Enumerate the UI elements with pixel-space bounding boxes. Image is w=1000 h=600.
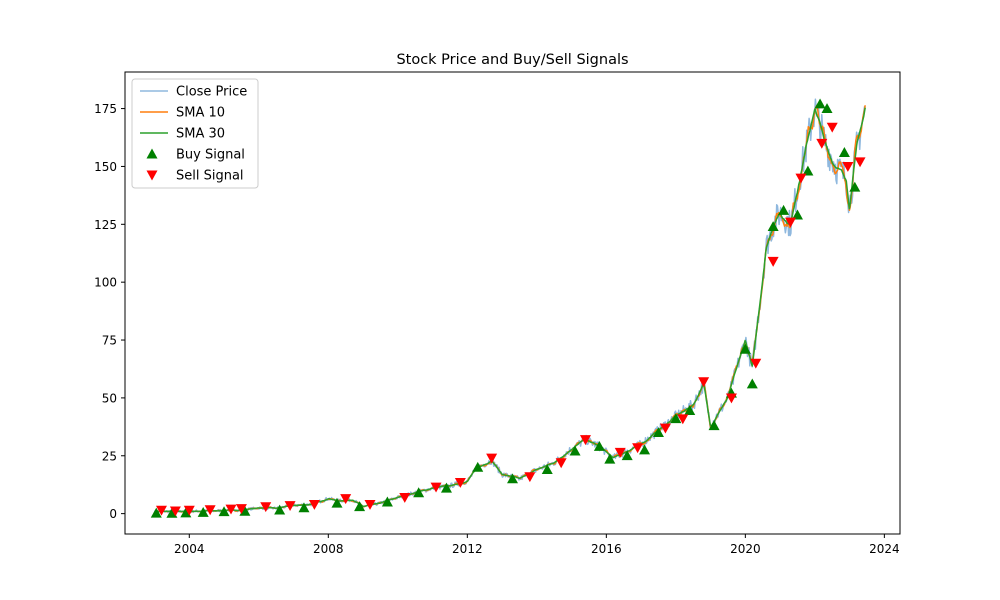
buy-signal-marker <box>274 504 286 515</box>
sell-signal-marker <box>235 504 247 515</box>
y-tick-label: 75 <box>102 334 117 348</box>
sell-signal-marker <box>725 393 737 404</box>
plot-frame <box>124 71 901 535</box>
buy-signal-marker <box>814 98 826 109</box>
buy-signal-marker <box>778 204 790 215</box>
x-tick-label: 2020 <box>730 542 761 556</box>
x-tick-label: 2008 <box>313 542 344 556</box>
legend-label: Sell Signal <box>176 169 244 184</box>
y-tick-label: 125 <box>94 218 117 232</box>
sell-signal-marker <box>795 173 807 184</box>
buy-signal-marker <box>684 405 696 416</box>
buy-signal-marker <box>746 378 758 389</box>
sell-signal-marker <box>842 162 854 172</box>
sell-signal-marker <box>632 443 644 454</box>
series-line-2 <box>154 107 866 513</box>
x-tick-label: 2024 <box>869 542 900 556</box>
sell-signal-marker <box>486 453 498 464</box>
buy-signal-marker <box>197 506 209 517</box>
buy-signal-marker <box>791 209 803 220</box>
buy-signal-marker <box>507 473 518 484</box>
sell-signal-marker <box>399 493 411 503</box>
sell-signal-marker <box>750 358 762 369</box>
sell-signal-marker <box>169 506 181 517</box>
y-tick-label: 0 <box>109 507 117 521</box>
sell-signal-marker <box>767 256 779 267</box>
sell-signal-marker <box>284 501 296 512</box>
buy-signal-marker <box>767 221 779 232</box>
buy-signal-marker <box>354 501 366 512</box>
legend-swatch <box>146 170 158 181</box>
buy-signal-marker <box>739 343 751 354</box>
sell-signal-marker <box>454 477 466 488</box>
y-tick-label: 25 <box>102 449 117 463</box>
buy-signal-marker <box>541 464 553 475</box>
x-tick-label: 2016 <box>591 542 622 556</box>
sell-signal-marker <box>430 482 442 493</box>
buy-signal-marker <box>821 103 833 113</box>
legend-box <box>131 78 259 189</box>
sell-signal-marker <box>225 504 237 515</box>
sell-signal-marker <box>579 435 591 446</box>
x-tick-label: 2012 <box>452 542 483 556</box>
sell-signal-marker <box>340 494 352 505</box>
x-tick-label: 2004 <box>174 542 205 556</box>
buy-signal-marker <box>331 497 343 508</box>
buy-signal-marker <box>569 445 581 456</box>
buy-signal-marker <box>670 413 682 424</box>
sell-signal-marker <box>260 502 272 513</box>
sell-signal-marker <box>555 458 567 469</box>
buy-signal-marker <box>298 502 310 513</box>
sell-signal-marker <box>677 414 689 425</box>
sell-signal-marker <box>183 505 195 516</box>
buy-signal-marker <box>639 444 651 455</box>
sell-signal-marker <box>308 499 320 510</box>
chart-title: Stock Price and Buy/Sell Signals <box>396 52 628 68</box>
buy-signal-marker <box>802 165 814 176</box>
axes: 2004 2008 2012 2016 2020 2024 0 25 50 75 100 125 150… <box>94 71 901 556</box>
buy-signal-marker <box>593 441 605 451</box>
sell-signal-marker <box>785 217 797 228</box>
sell-signal-marker <box>698 377 710 388</box>
y-tick-label: 150 <box>94 160 117 174</box>
legend-label: Buy Signal <box>176 148 245 163</box>
buy-signal-marker <box>166 507 178 518</box>
sell-signal-marker <box>364 499 376 510</box>
y-tick-label: 175 <box>94 102 117 116</box>
buy-signal-marker <box>239 505 251 516</box>
sell-signal-marker <box>854 157 866 168</box>
sell-signal-marker <box>614 447 626 458</box>
buy-signal-marker <box>652 427 664 438</box>
y-tick-label: 100 <box>94 276 117 290</box>
buy-signal-marker <box>849 181 861 192</box>
buy-signal-marker <box>381 496 393 507</box>
legend-label: Close Price <box>176 85 247 100</box>
sell-signal-marker <box>204 505 216 516</box>
legend-swatch <box>146 148 158 159</box>
y-tick-label: 50 <box>102 391 117 405</box>
legend: Close Price SMA 10 SMA 30 Buy Signal Sell Si… <box>131 78 259 189</box>
buy-signal-marker <box>838 147 850 157</box>
buy-signal-marker <box>440 482 452 493</box>
sell-signal-marker <box>155 505 167 516</box>
sell-signal-marker <box>816 138 828 149</box>
buy-signal-marker <box>604 453 616 464</box>
sell-signal-marker <box>826 122 838 133</box>
sell-signal-marker <box>659 423 671 434</box>
buy-signal-marker <box>413 487 425 498</box>
legend-label: SMA 30 <box>176 127 225 142</box>
buy-signal-marker <box>472 461 484 472</box>
buy-signal-marker <box>218 506 230 517</box>
legend-label: SMA 10 <box>176 106 225 121</box>
buy-signal-marker <box>708 420 720 431</box>
sell-signal-marker <box>524 472 536 483</box>
buy-signal-marker <box>180 507 192 518</box>
buy-signal-marker <box>150 507 162 518</box>
buy-signal-marker <box>621 450 633 461</box>
signal-markers <box>150 98 866 518</box>
